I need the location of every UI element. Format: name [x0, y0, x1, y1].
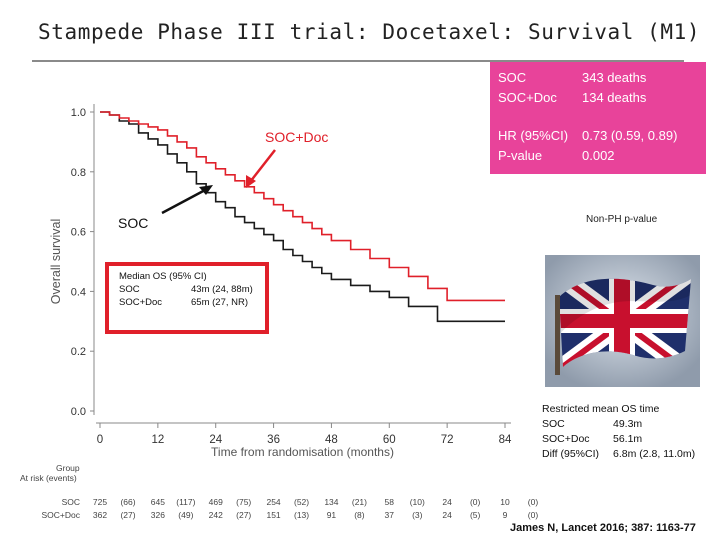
- rmst-header: Restricted mean OS time: [542, 403, 660, 415]
- at-risk-header-events: At risk (events): [20, 473, 77, 483]
- citation: James N, Lancet 2016; 387: 1163-77: [510, 522, 696, 534]
- y-tick-label: 0.2: [71, 346, 86, 358]
- at-risk-cell: (52): [294, 497, 309, 507]
- at-risk-cell: (117): [176, 497, 195, 507]
- stats-hr-label: HR (95%CI): [498, 128, 569, 143]
- at-risk-cell: 242: [209, 510, 223, 520]
- x-tick-label: 12: [151, 434, 164, 446]
- at-risk-cell: 24: [442, 497, 452, 507]
- y-tick-label: 0.8: [71, 167, 86, 179]
- socdoc-arrowhead-icon: [246, 175, 256, 188]
- at-risk-cell: 151: [266, 510, 280, 520]
- socdoc-arrow: [249, 149, 276, 183]
- at-risk-cell: 725: [93, 497, 107, 507]
- y-tick-label: 1.0: [71, 107, 86, 119]
- annotation-arrows: [161, 149, 276, 215]
- at-risk-cell: (21): [352, 497, 367, 507]
- at-risk-cell: (0): [528, 497, 539, 507]
- rmst-row-value: 6.8m (2.8, 11.0m): [613, 448, 696, 460]
- soc-arrow: [161, 187, 208, 215]
- at-risk-cell: 58: [385, 497, 395, 507]
- x-tick-label: 24: [209, 434, 222, 446]
- stats-box: SOC 343 deaths SOC+Doc 134 deaths HR (95…: [490, 62, 706, 174]
- at-risk-cell: (49): [178, 510, 193, 520]
- chart-curves: [100, 111, 505, 323]
- at-risk-cell: 37: [385, 510, 395, 520]
- at-risk-cell: 24: [442, 510, 452, 520]
- x-tick-label: 84: [499, 434, 512, 446]
- median-soc-label: SOC: [119, 284, 140, 295]
- at-risk-cell: (66): [120, 497, 135, 507]
- title-divider: [32, 60, 684, 62]
- at-risk-cell: 469: [209, 497, 223, 507]
- median-os-header: Median OS (95% CI): [119, 271, 207, 282]
- x-tick-label: 72: [441, 434, 454, 446]
- at-risk-cell: (0): [470, 497, 481, 507]
- union-flag-icon: [545, 255, 700, 387]
- at-risk-cell: (10): [410, 497, 425, 507]
- x-tick-label: 60: [383, 434, 396, 446]
- y-axis-title: Overall survival: [49, 219, 63, 304]
- rmst-row-label: SOC+Doc: [542, 433, 590, 445]
- x-axis-title: Time from randomisation (months): [211, 445, 394, 459]
- union-flag-image: [545, 255, 700, 387]
- x-tick-label: 36: [267, 434, 280, 446]
- stats-p-label: P-value: [498, 148, 543, 163]
- at-risk-cell: (5): [470, 510, 481, 520]
- y-tick-label: 0.6: [71, 227, 86, 239]
- stats-socdoc-label: SOC+Doc: [498, 90, 557, 105]
- stats-socdoc-value: 134 deaths: [582, 90, 647, 105]
- at-risk-cell: 10: [500, 497, 510, 507]
- at-risk-cell: 91: [327, 510, 337, 520]
- chart-axes: 0.0 0.2 0.4 0.6 0.8 1.0 Overall survival 0 12 24 3…: [49, 104, 512, 459]
- at-risk-group-label: SOC+Doc: [42, 510, 81, 520]
- stats-hr-value: 0.73 (0.59, 0.89): [582, 128, 678, 143]
- nonph-pvalue-label: Non-PH p-value: [586, 214, 658, 225]
- x-tick-label: 48: [325, 434, 338, 446]
- at-risk-cell: 362: [93, 510, 107, 520]
- at-risk-cell: (27): [236, 510, 251, 520]
- at-risk-cell: (3): [412, 510, 423, 520]
- at-risk-header-group: Group: [56, 463, 80, 473]
- y-tick-label: 0.0: [71, 406, 86, 418]
- at-risk-cell: 326: [151, 510, 165, 520]
- at-risk-cell: (75): [236, 497, 251, 507]
- stats-soc-value: 343 deaths: [582, 70, 647, 85]
- median-socdoc-label: SOC+Doc: [119, 297, 163, 308]
- at-risk-cell: (8): [354, 510, 365, 520]
- soc-curve-label: SOC: [118, 215, 149, 231]
- socdoc-curve-label: SOC+Doc: [265, 129, 329, 145]
- soc-survival-curve: [100, 111, 505, 323]
- rmst-row-value: 56.1m: [613, 433, 643, 445]
- at-risk-cell: (13): [294, 510, 309, 520]
- socdoc-survival-curve: [100, 111, 505, 302]
- median-socdoc-value: 65m (27, NR): [191, 297, 249, 308]
- rmst-row-label: SOC: [542, 418, 565, 430]
- median-os-box: Median OS (95% CI) SOC 43m (24, 88m) SOC…: [105, 262, 269, 334]
- at-risk-cell: 9: [503, 510, 508, 520]
- median-soc-value: 43m (24, 88m): [191, 284, 253, 295]
- x-tick-label: 0: [97, 434, 103, 446]
- at-risk-cell: (0): [528, 510, 539, 520]
- at-risk-group-label: SOC: [62, 497, 80, 507]
- stats-p-value: 0.002: [582, 148, 615, 163]
- at-risk-cell: 134: [324, 497, 338, 507]
- stats-soc-label: SOC: [498, 70, 527, 85]
- slide-title: Stampede Phase III trial: Docetaxel: Sur…: [38, 20, 701, 44]
- soc-arrowhead-icon: [199, 185, 213, 195]
- rmst-row-label: Diff (95%CI): [542, 448, 599, 460]
- at-risk-cell: 645: [151, 497, 165, 507]
- y-tick-label: 0.4: [71, 286, 86, 298]
- rmst-row-value: 49.3m: [613, 418, 643, 430]
- at-risk-cell: 254: [266, 497, 280, 507]
- at-risk-cell: (27): [120, 510, 135, 520]
